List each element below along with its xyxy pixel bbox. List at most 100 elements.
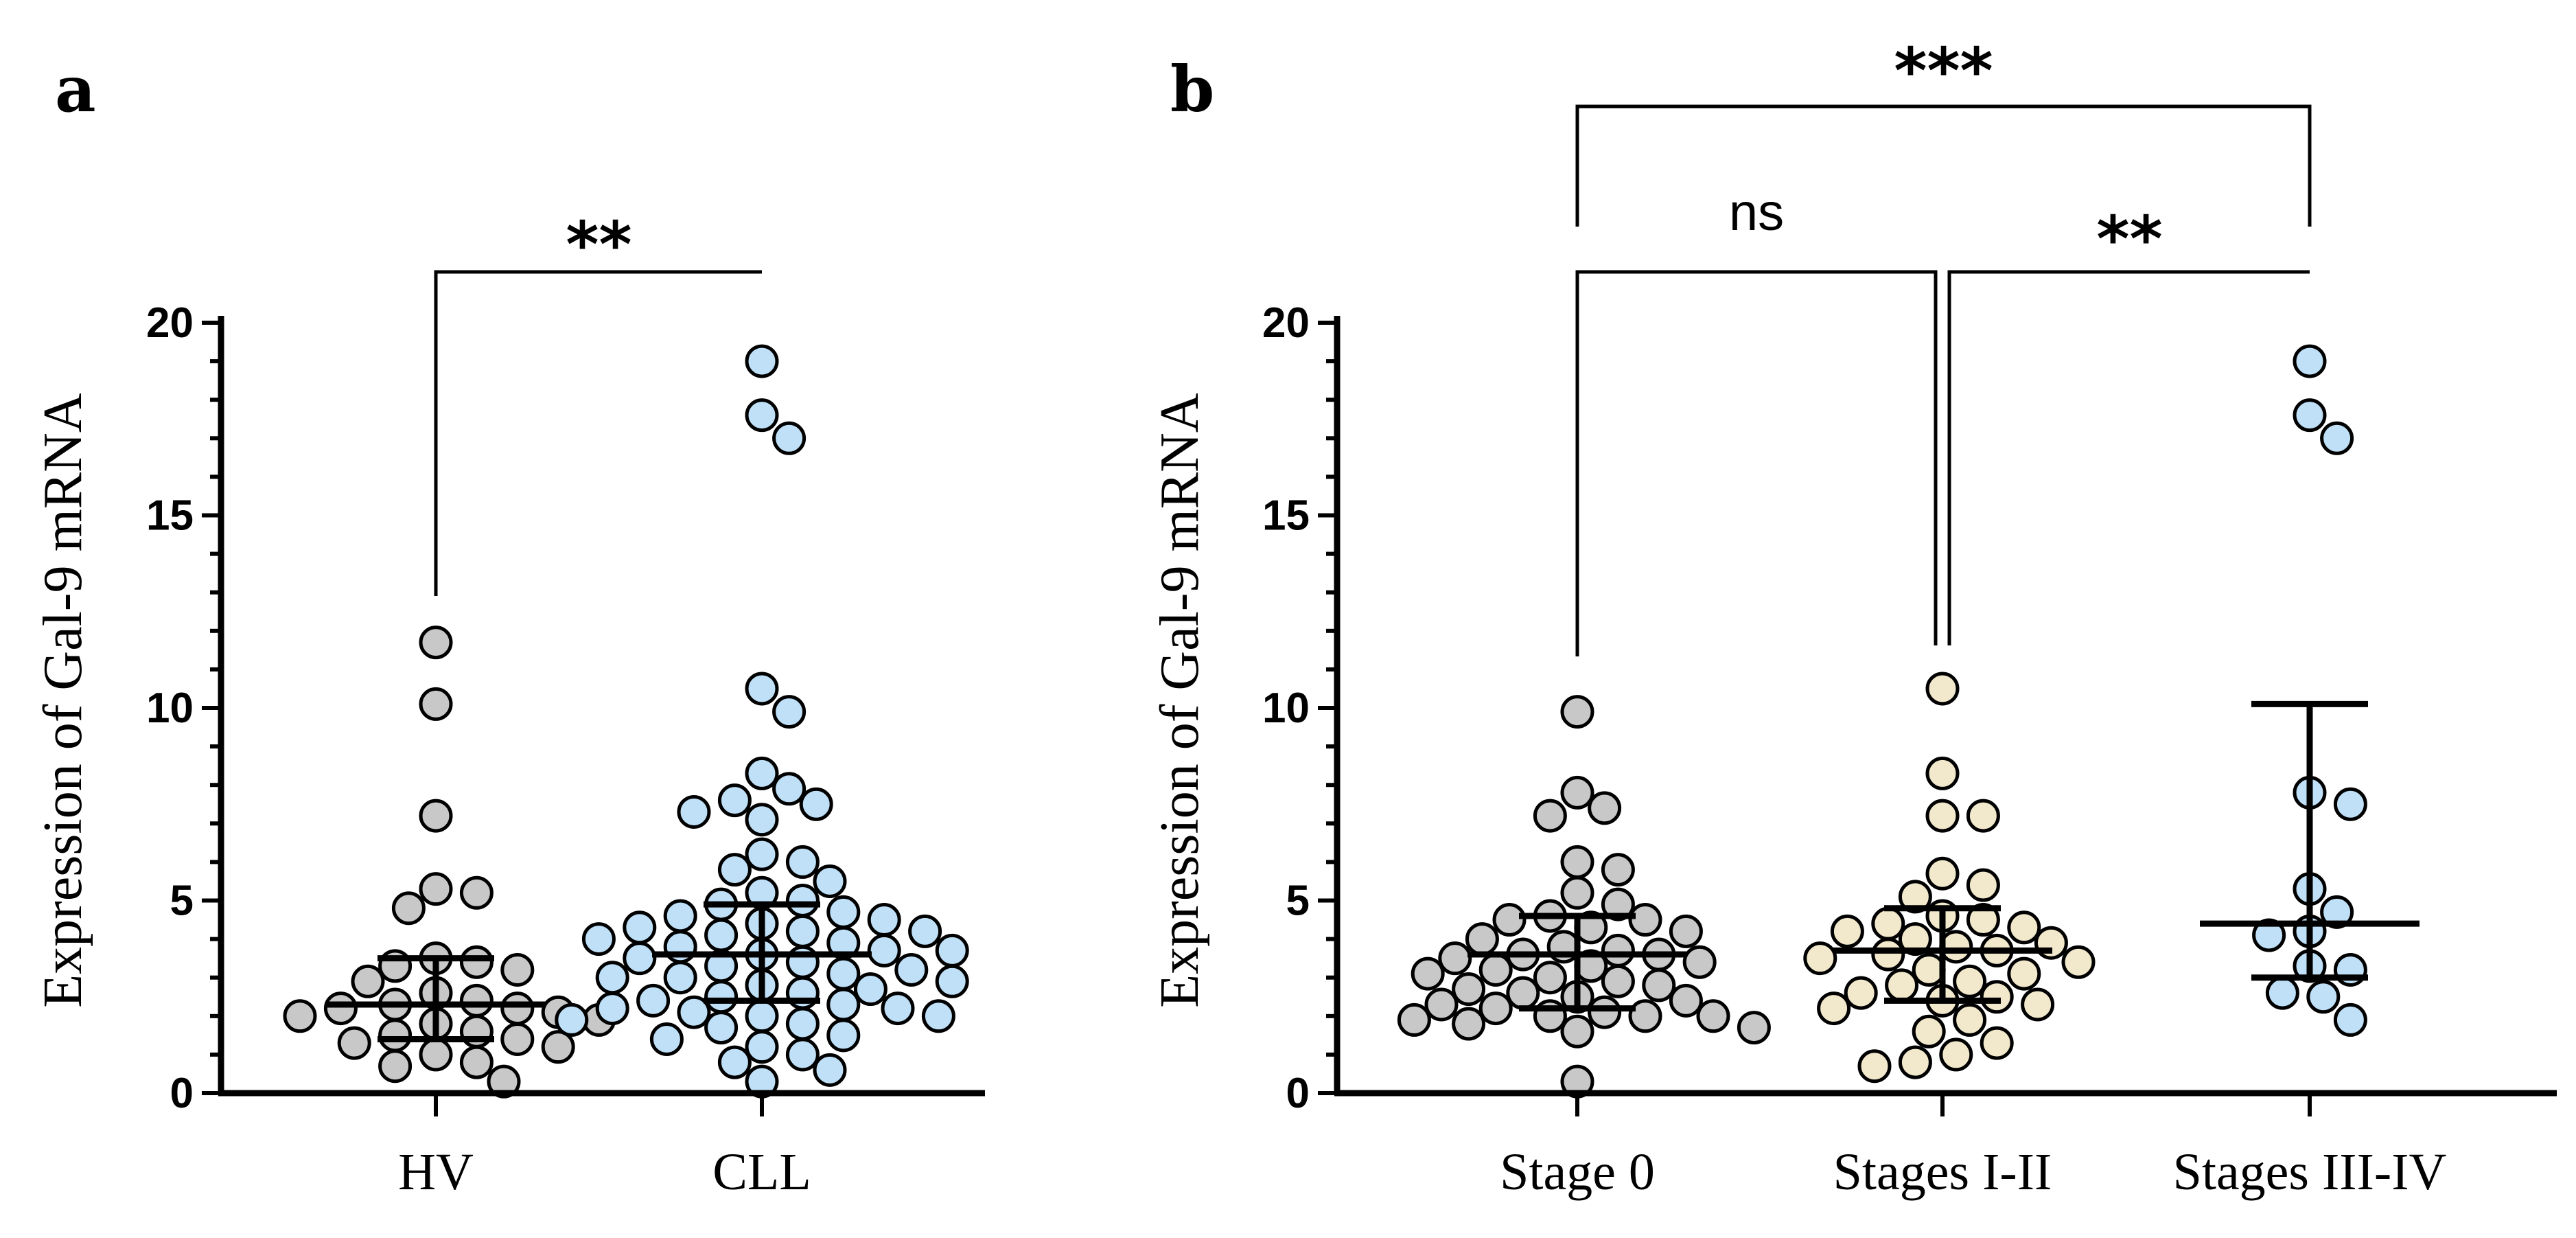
panel-a-dot-cll-37 xyxy=(663,961,697,995)
panel-b-dot-stage-0-21 xyxy=(1478,952,1513,987)
panel-b-dot-stage-0-7 xyxy=(1601,887,1635,921)
panel-a-y-tick-label-0: 0 xyxy=(170,1070,194,1117)
panel-b-dot-stages-i-ii-26 xyxy=(2021,987,2055,1022)
panel-b-dot-stages-i-ii-24 xyxy=(1980,980,2014,1014)
panel-a-dot-hv-23 xyxy=(337,1026,371,1060)
panel-a-dot-cll-38 xyxy=(595,961,629,995)
panel-a-dot-cll-46 xyxy=(881,991,915,1026)
panel-a-dot-cll-13 xyxy=(717,853,752,887)
panel-b-dot-stage-0-37 xyxy=(1452,1007,1486,1041)
panel-a-dot-hv-9 xyxy=(500,952,535,987)
panel-b-dot-stages-i-ii-1 xyxy=(1925,756,1960,790)
panel-a-y-tick-label-10: 10 xyxy=(146,685,194,732)
panel-b-dot-stages-iii-iv-12 xyxy=(2306,980,2341,1014)
panel-a-y-axis-title: Expression of Gal-9 mRNA xyxy=(33,393,93,1008)
panel-a-dot-hv-5 xyxy=(391,891,426,926)
panel-a-dot-cll-29 xyxy=(867,933,901,967)
panel-a-bracket-hv-vs-cll xyxy=(434,270,762,596)
panel-b-dot-stages-i-ii-0 xyxy=(1925,672,1960,706)
panel-a-dot-cll-18 xyxy=(826,895,861,929)
panel-a-dot-hv-3 xyxy=(419,872,453,906)
panel-b-dot-stages-i-ii-20 xyxy=(2007,956,2041,991)
panel-b-dot-stage-0-15 xyxy=(1601,933,1635,967)
panel-b-dot-stage-0-10 xyxy=(1492,903,1527,937)
panel-b-dot-stages-i-ii-8 xyxy=(1966,903,2000,937)
panel-a-dot-cll-54 xyxy=(826,1018,861,1053)
panel-a-letter: a xyxy=(55,52,96,126)
panel-a-dot-cll-7 xyxy=(717,783,752,818)
panel-a-dot-cll-41 xyxy=(853,972,887,1007)
panel-a-dot-cll-47 xyxy=(595,991,629,1026)
panel-a-dot-hv-24 xyxy=(541,1030,575,1064)
panel-b-dot-stages-i-ii-4 xyxy=(1925,856,1960,891)
panel-b-dot-stages-i-ii-18 xyxy=(2061,945,2096,979)
panel-b-y-axis-title: Expression of Gal-9 mRNA xyxy=(1150,393,1210,1008)
panel-a-x-tick-label-cll: CLL xyxy=(712,1143,811,1201)
panel-a-y-ticks: 0 5 10 15 20 xyxy=(146,299,221,1117)
panel-b-dot-stages-i-ii-22 xyxy=(1885,968,1919,1002)
panel-a-dot-cll-57 xyxy=(785,1038,820,1072)
panel-a-dot-cll-50 xyxy=(921,999,955,1033)
panel-b-dot-stages-iii-iv-2 xyxy=(2320,421,2354,455)
panel-b-dot-stages-i-ii-31 xyxy=(1939,1038,1973,1072)
panel-a-dot-hv-0 xyxy=(419,626,453,660)
panel-a-dot-cll-56 xyxy=(745,1030,779,1064)
panel-b-dot-stage-0-4 xyxy=(1560,845,1594,879)
panel-b-sig-label-stage-0-vs-stages-i-ii: ns xyxy=(1729,183,1784,242)
panel-b-dot-stages-iii-iv-0 xyxy=(2293,344,2327,378)
panel-b-dot-stage-0-29 xyxy=(1669,983,1703,1018)
panel-a-y-tick-label-20: 20 xyxy=(146,299,194,347)
panel-b-dot-stage-0-9 xyxy=(1628,903,1662,937)
panel-b-y-tick-label-20: 20 xyxy=(1262,299,1310,347)
panel-b-dot-stages-iii-iv-4 xyxy=(2333,787,2367,821)
panel-a-dot-cll-24 xyxy=(908,914,942,948)
panel-a-dot-cll-19 xyxy=(663,899,697,933)
panel-a-dot-cll-11 xyxy=(745,837,779,871)
panel-a-dot-cll-25 xyxy=(704,918,739,952)
panel-a-dot-cll-8 xyxy=(799,787,833,821)
panel-b-dot-stages-i-ii-16 xyxy=(1871,937,1905,972)
panel-b-dot-stages-i-ii-5 xyxy=(1966,868,2000,902)
panel-b-bracket-stage-0-vs-stages-iii-iv xyxy=(1575,104,2312,227)
panel-a-dot-cll-26 xyxy=(581,922,616,956)
panel-a-dot-cll-48 xyxy=(677,995,711,1029)
panel-b-letter: b xyxy=(1170,52,1214,126)
panel-b-dot-stages-i-ii-32 xyxy=(1898,1045,1932,1079)
panel-a-dot-cll-53 xyxy=(704,1011,739,1045)
panel-a-dot-cll-51 xyxy=(555,1002,589,1037)
panel-a-dot-cll-1 xyxy=(745,398,779,433)
panel-b-y-tick-label-15: 15 xyxy=(1262,492,1310,540)
panel-b-dot-stage-0-23 xyxy=(1533,961,1567,995)
panel-b-y-tick-label-10: 10 xyxy=(1262,685,1310,732)
panel-b-dot-stages-iii-iv-1 xyxy=(2293,398,2327,433)
panel-a-dot-cll-6 xyxy=(772,772,807,806)
panel-a-y-tick-label-15: 15 xyxy=(146,492,194,540)
panel-a-dot-cll-52 xyxy=(785,1007,820,1041)
panel-a-dot-cll-44 xyxy=(636,983,671,1018)
panel-b-dot-stages-i-ii-3 xyxy=(1966,799,2000,833)
panel-b-dot-stage-0-18 xyxy=(1438,941,1472,976)
panel-b-dot-stages-i-ii-33 xyxy=(1857,1049,1892,1084)
panel-a-dot-hv-10 xyxy=(351,964,385,998)
panel-b-dot-stage-0-36 xyxy=(1397,1002,1431,1037)
panel-a-x-tick-label-hv: HV xyxy=(398,1143,474,1201)
panel-b-dot-stages-i-ii-28 xyxy=(1953,1002,1987,1037)
panel-b-dot-stages-i-ii-6 xyxy=(1898,880,1932,914)
panel-b-dot-stage-0-27 xyxy=(1506,976,1540,1010)
panel-a-sig-label-hv-vs-cll: ** xyxy=(566,208,631,282)
panel-b-y-tick-label-0: 0 xyxy=(1286,1070,1310,1117)
panel-a-dot-hv-28 xyxy=(487,1064,521,1099)
panel-b-x-tick-label-stage-0: Stage 0 xyxy=(1500,1143,1655,1201)
panel-b-dot-stages-i-ii-10 xyxy=(2007,910,2041,945)
panel-b-x-tick-label-stages-iii-iv: Stages III-IV xyxy=(2173,1143,2447,1201)
panel-a-dot-hv-27 xyxy=(378,1049,413,1084)
panel-a-dot-hv-12 xyxy=(459,983,494,1018)
panel-a-dot-hv-15 xyxy=(323,991,358,1026)
panel-a-dot-hv-17 xyxy=(283,999,317,1033)
panel-b-dot-stage-0-6 xyxy=(1560,875,1594,910)
panel-a-dot-cll-20 xyxy=(867,903,901,937)
panel-a-dots xyxy=(283,344,969,1099)
panel-b-bracket-stage-0-vs-stages-i-ii xyxy=(1575,270,1938,656)
panel-a-dot-hv-25 xyxy=(419,1038,453,1072)
